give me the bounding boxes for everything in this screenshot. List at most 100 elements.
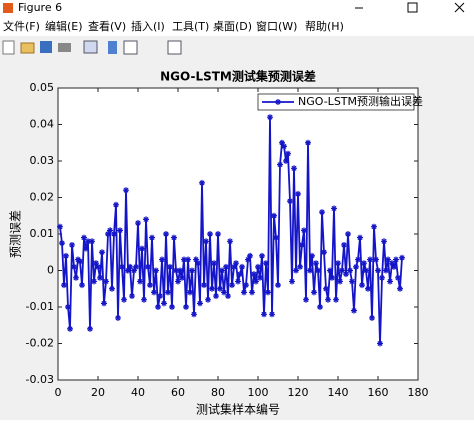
menu-item[interactable]: 窗口(W) (256, 19, 297, 33)
property-icon[interactable] (167, 40, 182, 55)
data-marker (169, 304, 175, 310)
chart-title: NGO-LSTM测试集预测误差 (160, 69, 316, 84)
data-marker (379, 274, 385, 281)
data-marker (265, 289, 271, 296)
menu-item[interactable]: 编辑(E) (45, 19, 83, 33)
x-tick-label: 40 (131, 386, 145, 399)
data-marker (319, 209, 325, 216)
menu-item[interactable]: 桌面(D) (213, 20, 252, 33)
data-marker (305, 139, 311, 146)
data-marker (221, 289, 227, 296)
data-marker (307, 267, 313, 274)
x-tick-label: 0 (55, 386, 62, 399)
data-marker (293, 267, 299, 274)
data-marker (239, 263, 245, 270)
data-marker (317, 304, 323, 310)
data-marker (125, 267, 131, 274)
data-marker (279, 139, 285, 146)
legend-marker (275, 99, 281, 105)
y-tick-label: -0.01 (26, 300, 54, 313)
data-marker (259, 252, 265, 259)
data-marker (331, 205, 337, 212)
data-marker (149, 234, 155, 241)
menu-item[interactable]: 帮助(H) (305, 19, 344, 33)
data-marker (297, 263, 303, 270)
data-marker (311, 289, 317, 296)
data-marker (175, 278, 181, 285)
colorbar-icon[interactable] (108, 41, 117, 54)
menu: 文件(F) 编辑(E) 查看(V) 插入(I) 工具(T) 桌面(D) 窗口(W) 帮助(H) (3, 19, 344, 33)
data-marker (69, 241, 75, 248)
data-marker (123, 187, 129, 194)
data-marker (277, 161, 283, 168)
data-marker (361, 260, 367, 267)
data-marker (213, 293, 219, 300)
data-marker (313, 260, 319, 267)
data-marker (117, 227, 123, 234)
data-marker (387, 278, 393, 285)
data-marker (267, 114, 273, 121)
data-marker (229, 282, 235, 289)
data-marker (329, 274, 335, 281)
x-tick-label: 60 (171, 386, 185, 399)
x-tick-label: 20 (91, 386, 105, 399)
data-marker (285, 150, 291, 157)
data-marker (71, 263, 77, 270)
data-marker (233, 260, 239, 267)
data-marker (227, 238, 233, 245)
data-marker (389, 260, 395, 267)
data-marker (173, 267, 179, 274)
data-marker (257, 274, 263, 281)
data-marker (275, 282, 281, 289)
data-marker (163, 231, 169, 237)
data-marker (359, 282, 365, 289)
data-marker (255, 263, 261, 270)
legend-icon[interactable] (123, 40, 138, 55)
close-button[interactable] (454, 2, 465, 13)
data-marker (195, 260, 201, 267)
data-marker (315, 267, 321, 274)
data-marker (207, 231, 213, 237)
data-marker (281, 143, 287, 150)
y-tick-label: 0.01 (30, 227, 55, 240)
menu-bar (0, 17, 474, 36)
data-marker (383, 267, 389, 274)
plot-area (57, 87, 419, 381)
data-marker (337, 278, 343, 285)
print-icon[interactable] (58, 43, 71, 52)
data-marker (269, 311, 275, 318)
maximize-button[interactable] (407, 2, 418, 13)
data-marker (141, 296, 147, 303)
data-marker (323, 285, 329, 292)
data-marker (395, 274, 401, 281)
data-marker (109, 285, 115, 292)
y-tick-label: -0.03 (26, 373, 54, 386)
data-marker (291, 165, 297, 172)
data-marker (131, 267, 137, 274)
new-icon[interactable] (2, 40, 15, 55)
data-marker (91, 278, 97, 285)
menu-item[interactable]: 插入(I) (131, 19, 165, 33)
data-marker (137, 278, 143, 285)
menu-item[interactable]: 文件(F) (3, 19, 40, 33)
menu-item[interactable]: 查看(V) (88, 19, 126, 33)
menu-item[interactable]: 工具(T) (172, 20, 209, 33)
data-marker (215, 231, 221, 237)
open-icon[interactable] (20, 42, 35, 54)
data-marker (129, 293, 135, 300)
data-marker (155, 304, 161, 310)
data-marker (165, 289, 171, 296)
data-marker (295, 190, 301, 197)
data-marker (177, 267, 183, 274)
data-marker (321, 249, 327, 256)
data-marker (219, 267, 225, 274)
data-marker (143, 216, 149, 223)
link-icon[interactable] (83, 40, 98, 54)
y-tick-label: 0.05 (30, 81, 55, 94)
data-marker (193, 256, 199, 263)
data-marker (381, 238, 387, 245)
save-icon[interactable] (40, 41, 52, 53)
data-marker (89, 238, 95, 245)
data-marker (353, 263, 359, 270)
data-marker (341, 241, 347, 248)
